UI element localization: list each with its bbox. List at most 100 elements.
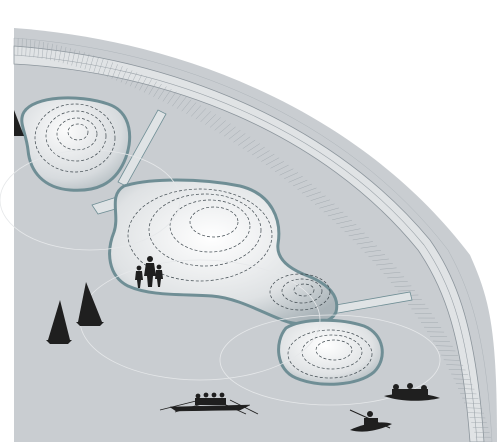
wall-tick [441,354,459,356]
wall-tick [93,57,99,73]
wall-tick [54,44,58,62]
wall-tick [238,136,251,146]
wall-tick [102,60,109,76]
wall-tick [80,52,85,69]
canoe-group-icon [384,383,440,401]
wall-tick [460,393,477,395]
wall-tick [301,187,317,194]
wall-tick [186,102,197,114]
wall-tick [348,232,365,237]
wall-tick [200,111,212,122]
wall-tick [223,126,236,137]
water-rings [0,149,441,406]
wall-tick [279,168,294,176]
wall-tick [356,241,373,245]
wall-tick [75,50,81,67]
wall-tick [143,79,152,93]
wall-tick [368,254,385,257]
wall-tick [89,55,95,71]
wall-tick [21,38,23,56]
wall-tick [125,70,133,85]
breakwater-wall [13,45,485,442]
wall-tick [195,108,207,120]
wall-tick [455,383,473,385]
wall-tick [228,129,241,140]
wall-tick [464,402,481,404]
wall-tick [139,76,147,91]
wall-tick [134,74,143,89]
wall-tick [172,94,182,107]
wall-tick [190,105,202,117]
wall-tick [107,62,114,78]
wall-tick [451,373,468,375]
wall-tick [462,397,479,399]
wall-tick [435,345,453,347]
wall-tick [67,48,71,65]
wall-hatching [13,38,492,442]
wall-tick [394,285,412,287]
wall-tick [293,179,308,187]
wall-tick [376,263,393,266]
wall-tick [242,139,256,149]
wall-tick [284,172,299,179]
wall-tick [261,153,275,162]
wall-tick [130,72,138,87]
wall-tick [41,41,44,59]
wall-tick [448,369,466,371]
wall-tick [233,133,246,143]
wall-tick [29,39,31,57]
wall-tick [219,123,231,134]
wall-tick [467,412,484,414]
wall-tick [176,96,187,109]
wall-tick [397,290,415,292]
wall-tick [453,378,471,380]
rowing-boat-icon [159,392,259,415]
wall-tick [205,114,216,125]
wall-tick [247,143,261,152]
wall-tick [383,272,401,274]
wall-tick [332,215,348,221]
wall-tick [319,203,335,209]
wall-tick [148,81,157,95]
wall-tick [158,86,167,100]
wall-tick [457,388,475,390]
wall-tick [297,183,312,190]
kayaker-icon [349,409,392,432]
wall-tick [340,224,357,229]
wall-tick [153,83,162,97]
wall-tick [344,228,361,233]
wall-tick [288,176,303,183]
family-silhouette-icon [135,256,163,288]
wall-tick [252,146,265,156]
wall-tick [372,258,389,261]
wall-tick [33,40,36,58]
wall-tick [466,407,483,409]
wall-tick [111,64,118,79]
wall-tick [352,237,369,241]
wall-tick [58,45,62,63]
wall-tick [120,68,128,83]
wall-tick [274,164,289,172]
wall-tick [336,220,353,225]
wall-tick [306,191,322,198]
wall-tick [50,43,53,61]
sailboat-icon [14,110,104,344]
wall-tick [62,47,67,64]
wall-tick [265,157,280,166]
wall-tick [214,120,226,131]
wall-tick [84,53,90,70]
wall-outer-line [13,37,493,442]
wall-tick [327,211,344,217]
wall-tick [360,245,378,249]
wall-tick [323,207,339,213]
wall-tick [256,150,270,159]
wall-tick [167,91,177,104]
wall-tick [25,39,27,57]
wall-tick [181,99,192,112]
wall-tick [390,281,408,283]
wall-tick [438,350,456,352]
wall-tick [379,267,397,270]
wall-tick [209,117,221,128]
wall-tick [37,41,40,58]
